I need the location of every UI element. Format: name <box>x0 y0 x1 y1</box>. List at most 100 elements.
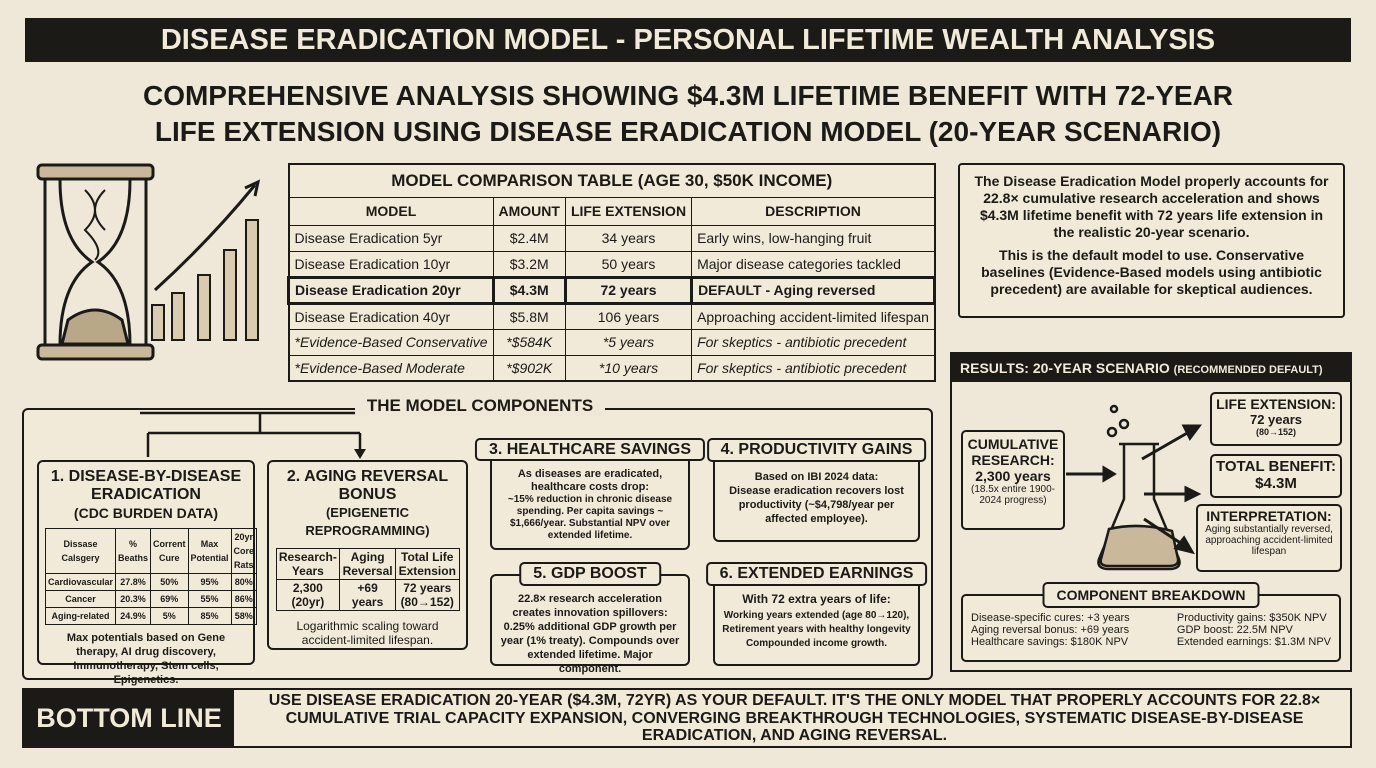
cell: 95% <box>187 573 232 591</box>
component-4-productivity-gains: 4. PRODUCTIVITY GAINS Based on IBI 2024 … <box>706 438 927 542</box>
cell: 50% <box>150 573 189 591</box>
cell: *5 years <box>564 328 693 356</box>
results-header: RESULTS: 20-YEAR SCENARIO (RECOMMENDED D… <box>952 354 1350 382</box>
cell: Dissase Calsgery <box>44 528 117 574</box>
component-text: With 72 extra years of life: <box>742 592 891 606</box>
cell: *Evidence-Based Moderate <box>288 354 494 382</box>
hourglass-icon <box>36 163 155 361</box>
cell: 27.8% <box>115 573 152 591</box>
cell: Early wins, low-hanging fruit <box>691 224 936 252</box>
component-note: Max potentials based on Gene therapy, AI… <box>66 632 226 686</box>
cell: Corrent Cure <box>150 528 189 574</box>
cell: 50 years <box>564 250 693 278</box>
component-title: 3. HEALTHCARE SAVINGS <box>474 438 706 461</box>
component-subtitle: (EPIGENETIC REPROGRAMMING) <box>305 505 430 538</box>
cell: 5% <box>150 607 189 625</box>
cell: $4.3M <box>491 275 567 305</box>
table-row: Disease Eradication 40yr $5.8M 106 years Ap… <box>288 302 936 330</box>
component-subtitle: (CDC BURDEN DATA) <box>73 505 219 521</box>
results-subtitle: (RECOMMENDED DEFAULT) <box>1173 364 1323 376</box>
column-header: MODEL <box>288 196 494 226</box>
cell: For skeptics - antibiotic precedent <box>691 354 936 382</box>
cell: $5.8M <box>492 302 566 330</box>
cell: Research-Years <box>275 548 341 580</box>
model-comparison-table: MODEL COMPARISON TABLE (AGE 30, $50K INC… <box>287 163 937 382</box>
cell: *10 years <box>564 354 693 382</box>
cell: Disease Eradication 5yr <box>288 224 494 252</box>
cell: % Beaths <box>115 528 152 574</box>
label: TOTAL BENEFIT: <box>1216 458 1336 475</box>
cell: Disease Eradication 40yr <box>288 302 494 330</box>
cell: Disease Eradication 10yr <box>288 250 494 278</box>
cell: 72 years <box>563 275 694 305</box>
bottom-line-banner: BOTTOM LINE USE DISEASE ERADICATION 20-Y… <box>22 688 1352 748</box>
label: LIFE EXTENSION: <box>1216 396 1336 412</box>
column-header: DESCRIPTION <box>691 196 936 226</box>
component-title: 5. GDP BOOST <box>519 562 661 586</box>
cell: Total Life Extension <box>395 548 460 580</box>
cell: 69% <box>150 590 189 608</box>
note: (18.5x entire 1900-2024 progress) <box>971 484 1055 506</box>
result-arrows <box>1066 424 1202 555</box>
breakdown-item: Disease-specific cures: +3 years <box>971 612 1130 624</box>
table-row: Disease Eradication 10yr $3.2M 50 years Maj… <box>288 250 936 278</box>
value: 2,300 years <box>975 468 1051 484</box>
results-title: RESULTS: 20-YEAR SCENARIO <box>960 360 1170 376</box>
component-text: Disease eradication recovers lost produc… <box>729 485 904 525</box>
cell: Aging Reversal <box>339 548 396 580</box>
value: 72 years <box>1249 412 1303 427</box>
callout-text: This is the default model to use. Conser… <box>981 247 1322 297</box>
cell: 72 years (80→152) <box>395 579 460 611</box>
growth-bars-icon <box>151 179 261 341</box>
connector-arrows <box>140 411 366 459</box>
component-title: 4. PRODUCTIVITY GAINS <box>706 438 927 462</box>
cell: Cancer <box>44 590 117 608</box>
interpretation-box: INTERPRETATION: Aging substantially reve… <box>1196 504 1342 572</box>
cell: 20.3% <box>115 590 152 608</box>
column-header: AMOUNT <box>492 196 566 226</box>
total-benefit-box: TOTAL BENEFIT: $4.3M <box>1210 454 1342 498</box>
cell: $3.2M <box>492 250 566 278</box>
cdc-burden-table: Dissase Calsgery% Beaths Corrent Cure Max … <box>44 528 258 625</box>
cell: 24.9% <box>115 607 152 625</box>
life-extension-box: LIFE EXTENSION: 72 years (80→152) <box>1210 392 1342 446</box>
component-title: 6. EXTENDED EARNINGS <box>705 562 928 586</box>
title-banner: DISEASE ERADICATION MODEL - PERSONAL LIF… <box>25 18 1351 62</box>
table-row: Disease Eradication 5yr $2.4M 34 years Earl… <box>288 224 936 252</box>
hourglass-chart-illustration <box>36 163 261 361</box>
cell: Approaching accident-limited lifespan <box>691 302 936 330</box>
component-text: ~15% reduction in chronic disease spendi… <box>507 494 673 541</box>
aging-reversal-table: Research-Years Aging Reversal Total Life E… <box>275 548 460 611</box>
table-row: *Evidence-Based Conservative *$584K *5 yea… <box>288 328 936 356</box>
components-title: THE MODEL COMPONENTS <box>355 396 605 416</box>
cell: +69 years <box>339 579 396 611</box>
cell: 20yr Core Rats <box>230 528 258 574</box>
cell: 55% <box>187 590 232 608</box>
cell: DEFAULT - Aging reversed <box>690 275 937 305</box>
cell: Major disease categories tackled <box>691 250 936 278</box>
label: INTERPRETATION: <box>1206 508 1332 524</box>
breakdown-item: Productivity gains: $350K NPV <box>1176 612 1327 624</box>
column-header: LIFE EXTENSION <box>564 196 693 226</box>
cell: For skeptics - antibiotic precedent <box>691 328 936 356</box>
component-text: 22.8× research acceleration creates inno… <box>500 593 680 675</box>
component-breakdown-box: COMPONENT BREAKDOWN Disease-specific cur… <box>961 582 1341 662</box>
note: (80→152) <box>1255 427 1297 437</box>
cell: $2.4M <box>492 224 566 252</box>
bottom-line-text: USE DISEASE ERADICATION 20-YEAR ($4.3M, … <box>268 692 1321 744</box>
cumulative-research-box: CUMULATIVE RESEARCH: 2,300 years (18.5x … <box>961 430 1065 530</box>
cell: Disease Eradication 20yr <box>287 275 495 305</box>
component-text: As diseases are eradicated, healthcare c… <box>517 468 663 493</box>
cell: *Evidence-Based Conservative <box>288 328 494 356</box>
value: Aging substantially reversed, approachin… <box>1205 524 1333 557</box>
cell: 106 years <box>564 302 693 330</box>
callout-text: The Disease Eradication Model properly a… <box>974 173 1329 240</box>
component-note: Logarithmic scaling toward accident-limi… <box>296 619 439 647</box>
cell: 80% <box>230 573 258 591</box>
results-panel: RESULTS: 20-YEAR SCENARIO (RECOMMENDED D… <box>950 352 1352 672</box>
component-title: 1. DISEASE-BY-DISEASE ERADICATION <box>50 468 242 503</box>
headline: COMPREHENSIVE ANALYSIS SHOWING $4.3M LIF… <box>0 78 1376 150</box>
breakdown-item: Aging reversal bonus: +69 years <box>971 624 1130 636</box>
cell: 34 years <box>564 224 693 252</box>
headline-line: COMPREHENSIVE ANALYSIS SHOWING $4.3M LIF… <box>142 80 1234 111</box>
